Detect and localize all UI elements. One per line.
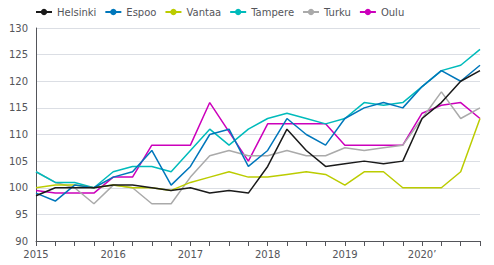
svg-text:Helsinki: Helsinki bbox=[57, 7, 96, 18]
svg-text:2016: 2016 bbox=[100, 249, 125, 260]
svg-text:Turku: Turku bbox=[323, 7, 351, 18]
svg-text:2020’: 2020’ bbox=[408, 249, 437, 260]
svg-text:Vantaa: Vantaa bbox=[186, 7, 221, 18]
svg-text:125: 125 bbox=[9, 49, 28, 60]
svg-text:95: 95 bbox=[15, 209, 28, 220]
svg-text:Espoo: Espoo bbox=[126, 7, 156, 18]
svg-text:90: 90 bbox=[15, 236, 28, 247]
svg-text:2015: 2015 bbox=[23, 249, 48, 260]
svg-text:130: 130 bbox=[9, 23, 28, 34]
svg-text:115: 115 bbox=[9, 102, 28, 113]
svg-text:110: 110 bbox=[9, 129, 28, 140]
svg-text:2017: 2017 bbox=[178, 249, 203, 260]
svg-text:100: 100 bbox=[9, 182, 28, 193]
svg-text:2019: 2019 bbox=[332, 249, 357, 260]
svg-text:2018: 2018 bbox=[255, 249, 280, 260]
svg-text:105: 105 bbox=[9, 156, 28, 167]
svg-text:Oulu: Oulu bbox=[381, 7, 404, 18]
svg-text:Tampere: Tampere bbox=[250, 7, 294, 18]
svg-text:120: 120 bbox=[9, 76, 28, 87]
